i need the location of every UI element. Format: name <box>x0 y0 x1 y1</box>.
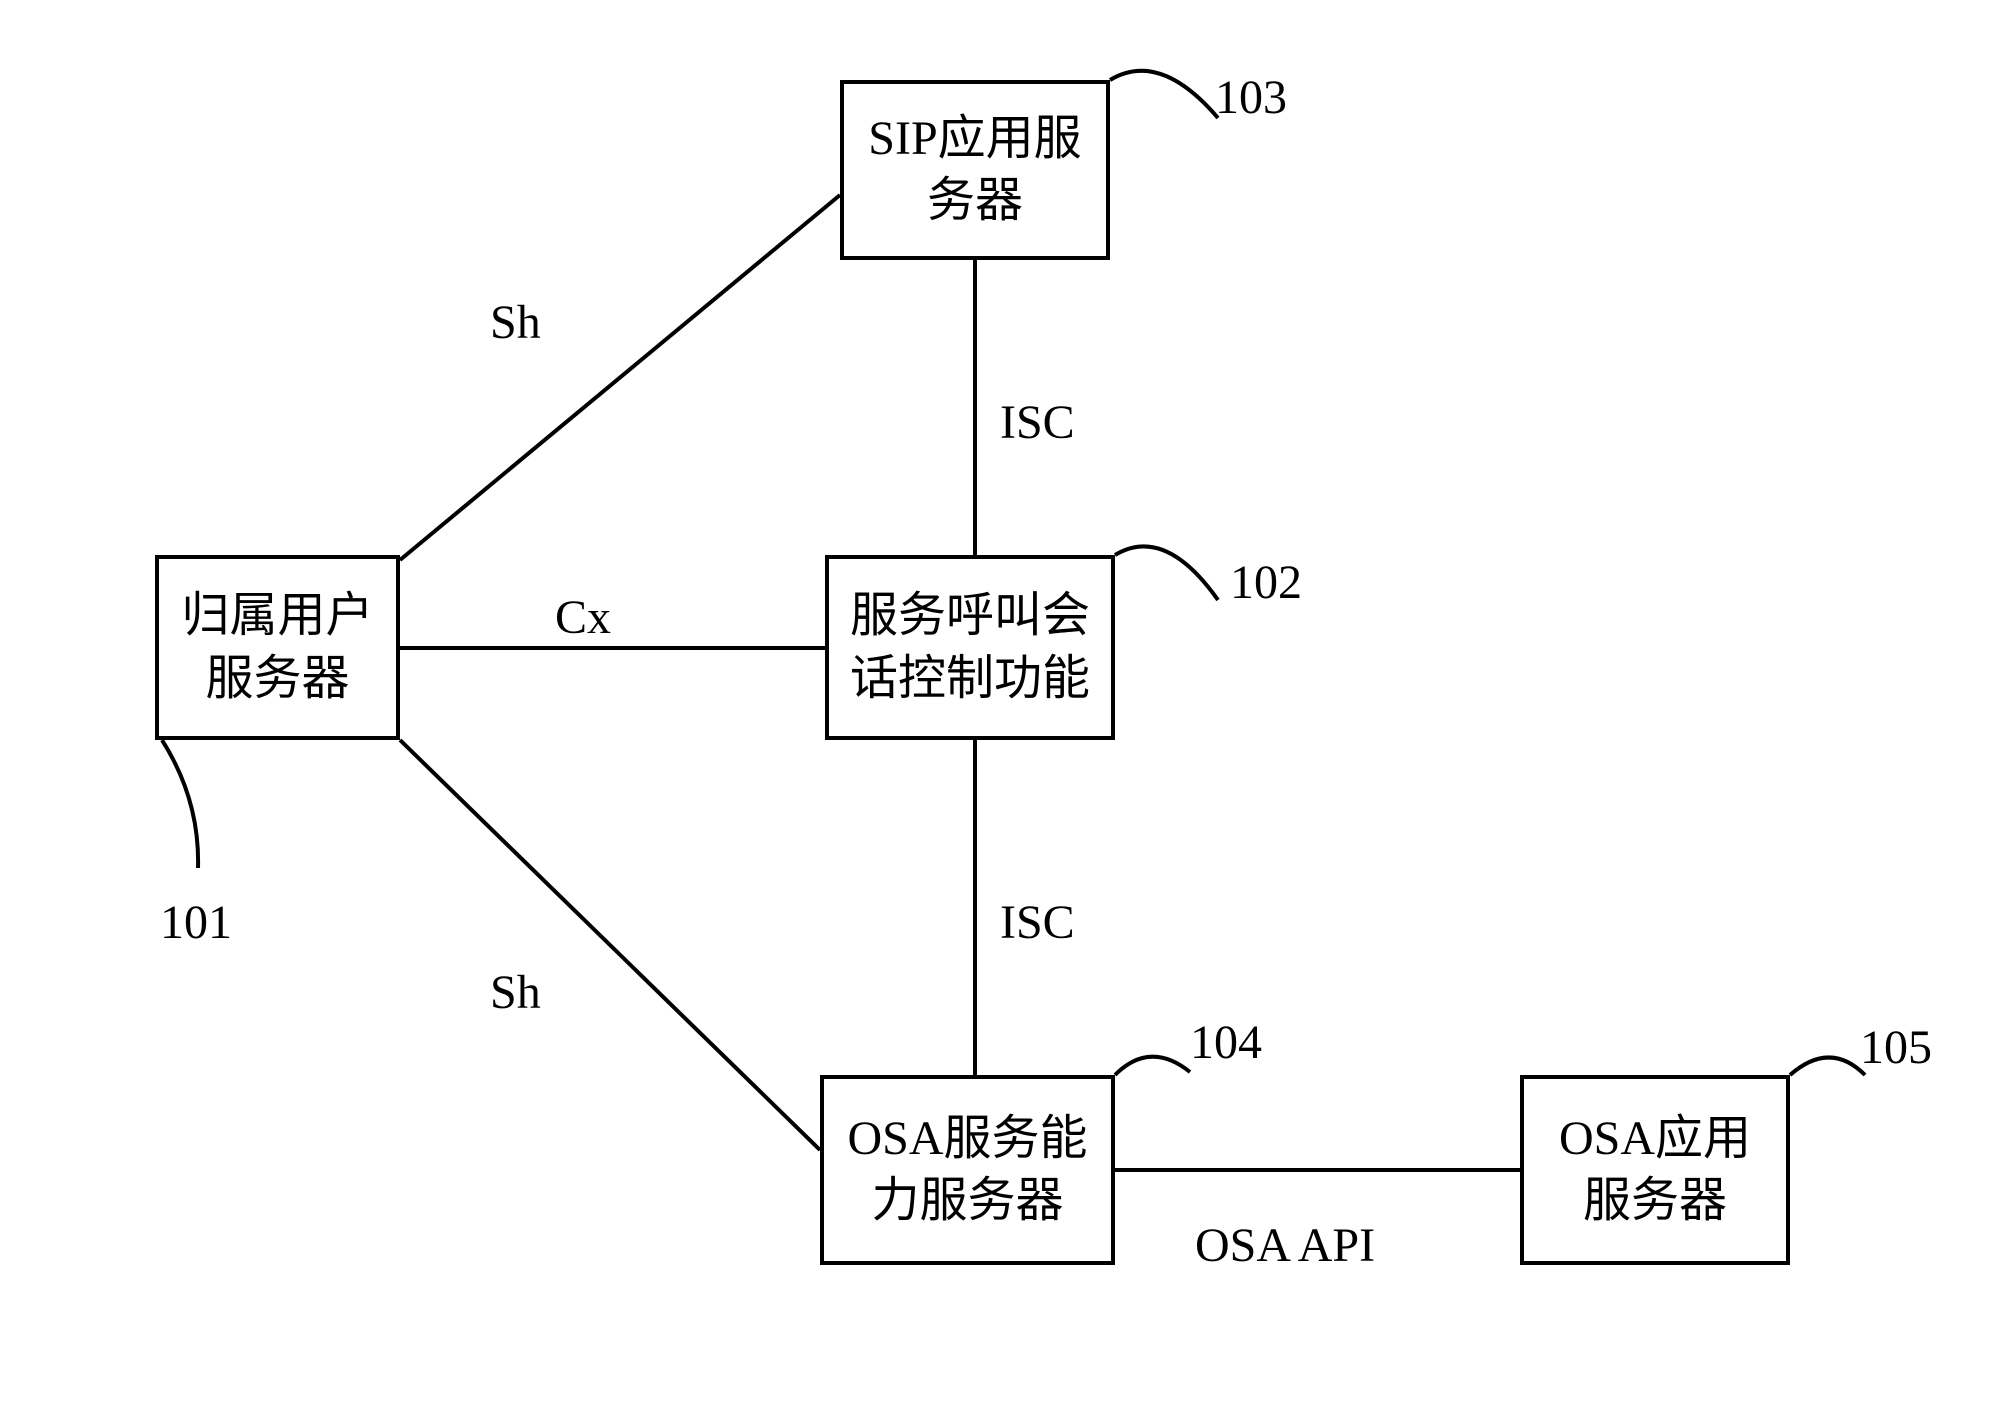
edge-label-cx: Cx <box>555 590 611 645</box>
callout-105-line <box>1790 1058 1865 1076</box>
callout-101: 101 <box>160 895 232 950</box>
callout-102: 102 <box>1230 555 1302 610</box>
edge-label-isc-top: ISC <box>1000 395 1075 450</box>
edge-sh-top <box>400 195 840 560</box>
callout-102-line <box>1115 546 1218 600</box>
edge-label-sh-bottom: Sh <box>490 965 541 1020</box>
node-scscf-label: 服务呼叫会话控制功能 <box>850 585 1090 710</box>
node-osa-scs: OSA服务能力服务器 <box>820 1075 1115 1265</box>
node-osa-as: OSA应用服务器 <box>1520 1075 1790 1265</box>
node-osa-as-label: OSA应用服务器 <box>1559 1108 1751 1233</box>
node-sip-as-label: SIP应用服务器 <box>868 108 1081 233</box>
callout-105: 105 <box>1860 1020 1932 1075</box>
callout-103-line <box>1110 71 1218 118</box>
callout-103: 103 <box>1215 70 1287 125</box>
node-hss-label: 归属用户服务器 <box>181 585 373 710</box>
node-scscf: 服务呼叫会话控制功能 <box>825 555 1115 740</box>
edge-label-isc-bottom: ISC <box>1000 895 1075 950</box>
node-osa-scs-label: OSA服务能力服务器 <box>847 1108 1087 1233</box>
edge-sh-bottom <box>400 740 820 1150</box>
node-sip-as: SIP应用服务器 <box>840 80 1110 260</box>
callout-104-line <box>1115 1057 1190 1075</box>
edge-label-sh-top: Sh <box>490 295 541 350</box>
callout-104: 104 <box>1190 1015 1262 1070</box>
callout-101-line <box>162 740 198 868</box>
node-hss: 归属用户服务器 <box>155 555 400 740</box>
edge-label-osa-api: OSA API <box>1195 1218 1375 1273</box>
